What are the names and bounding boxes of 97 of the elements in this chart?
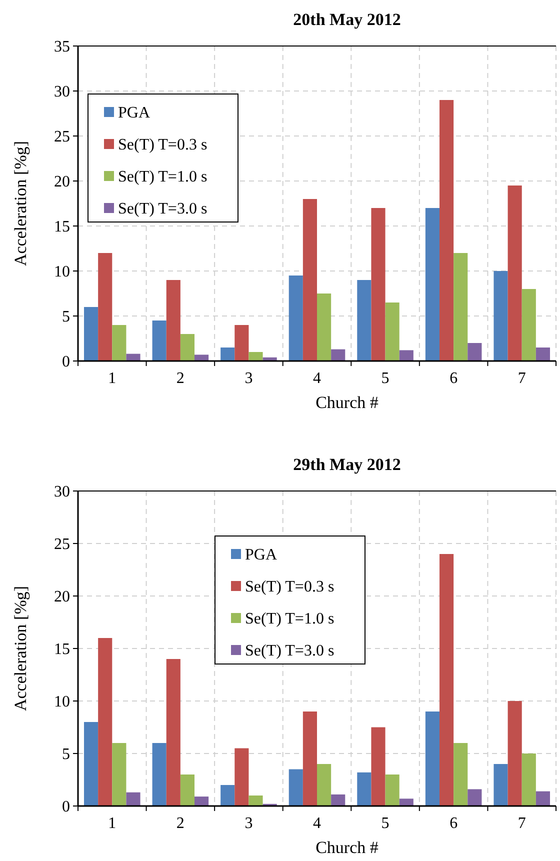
bar — [98, 253, 112, 361]
bar — [536, 348, 550, 361]
legend-label: Se(T) T=3.0 s — [245, 642, 334, 660]
bar — [468, 789, 482, 806]
x-tick-label: 1 — [108, 815, 116, 832]
x-tick-label: 3 — [244, 370, 253, 387]
x-tick-label: 7 — [518, 815, 526, 832]
x-tick-label: 5 — [381, 370, 390, 387]
x-axis-title: Church # — [316, 393, 379, 412]
bar — [126, 792, 140, 806]
legend-label: Se(T) T=3.0 s — [118, 200, 208, 218]
bar — [288, 276, 303, 361]
legend-label: Se(T) T=0.3 s — [118, 136, 208, 154]
bar — [331, 349, 346, 361]
bar — [357, 280, 372, 361]
y-tick-label: 15 — [54, 218, 70, 236]
y-tick-label: 25 — [54, 128, 70, 146]
y-tick-label: 15 — [54, 641, 70, 658]
bar — [112, 325, 126, 361]
y-tick-label: 10 — [54, 694, 70, 711]
chart-title: 29th May 2012 — [293, 455, 401, 474]
bar — [234, 748, 249, 806]
bar — [371, 727, 386, 806]
bar — [180, 774, 194, 806]
y-axis-title: Acceleration [%g] — [11, 586, 30, 712]
legend-label: Se(T) T=0.3 s — [245, 578, 334, 596]
bar — [220, 785, 235, 806]
bar — [234, 325, 249, 361]
y-tick-label: 20 — [54, 174, 70, 191]
bar — [454, 743, 468, 806]
bar — [152, 320, 166, 361]
y-tick-label: 0 — [62, 354, 70, 371]
bar — [194, 796, 209, 806]
bar — [126, 354, 140, 361]
bar — [317, 294, 332, 361]
y-axis-title: Acceleration [%g] — [11, 140, 30, 266]
legend-label: PGA — [118, 104, 150, 122]
bar — [84, 307, 98, 361]
bar — [180, 334, 194, 361]
bar — [440, 100, 454, 361]
x-tick-label: 2 — [176, 815, 184, 832]
bar — [98, 638, 112, 806]
bar — [357, 772, 372, 806]
y-tick-label: 20 — [54, 588, 70, 606]
bar — [331, 794, 346, 806]
bar — [385, 774, 400, 806]
legend-label: Se(T) T=1.0 s — [245, 610, 334, 628]
y-tick-label: 30 — [54, 84, 70, 101]
bar — [248, 796, 263, 806]
x-tick-label: 1 — [108, 370, 116, 387]
bar — [220, 348, 235, 361]
bar — [508, 186, 522, 361]
bar — [302, 199, 317, 361]
x-tick-label: 2 — [176, 370, 184, 387]
bar — [454, 253, 468, 361]
x-tick-label: 7 — [518, 370, 526, 387]
bar — [112, 743, 126, 806]
bar — [522, 754, 536, 806]
bar — [494, 764, 508, 806]
bar — [166, 280, 180, 361]
x-tick-label: 4 — [313, 815, 321, 832]
bar — [440, 554, 454, 806]
bar — [288, 769, 303, 806]
y-tick-label: 10 — [54, 264, 70, 281]
bar — [371, 208, 386, 361]
y-tick-label: 0 — [62, 798, 70, 816]
bar — [399, 798, 414, 806]
bar — [248, 352, 263, 361]
bar — [399, 350, 414, 361]
bar — [152, 743, 166, 806]
bar — [166, 659, 180, 806]
bar — [536, 791, 550, 806]
bar — [522, 289, 536, 361]
x-axis-title: Church # — [316, 838, 379, 857]
legend-label: Se(T) T=1.0 s — [118, 168, 208, 186]
bar — [494, 271, 508, 361]
bar — [84, 722, 98, 806]
bar — [194, 354, 209, 361]
y-tick-label: 5 — [62, 308, 70, 326]
y-tick-label: 25 — [54, 536, 70, 554]
y-tick-label: 35 — [54, 38, 70, 56]
bar — [385, 302, 400, 361]
bar — [468, 343, 482, 361]
bar — [425, 208, 440, 361]
chart-title: 20th May 2012 — [293, 10, 401, 29]
bar — [508, 701, 522, 806]
x-tick-label: 5 — [381, 815, 390, 832]
bar — [425, 712, 440, 806]
x-tick-label: 3 — [244, 815, 253, 832]
legend-label: PGA — [245, 546, 278, 564]
x-tick-label: 6 — [450, 370, 458, 387]
x-tick-label: 4 — [313, 370, 321, 387]
y-tick-label: 5 — [62, 746, 70, 764]
bar — [317, 764, 332, 806]
bar — [302, 712, 317, 806]
y-tick-label: 30 — [54, 484, 70, 501]
x-tick-label: 6 — [450, 815, 458, 832]
